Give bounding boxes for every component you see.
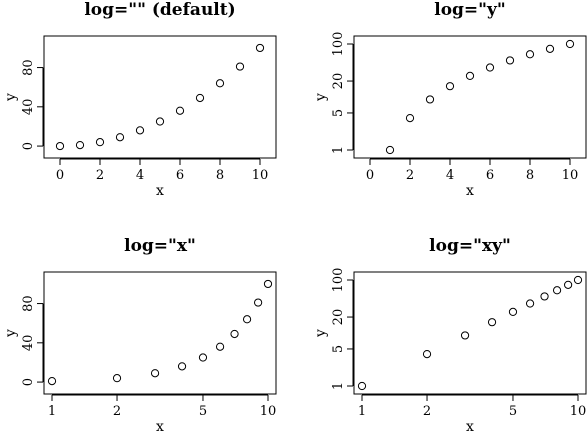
data-point <box>55 141 65 151</box>
data-point <box>405 113 415 123</box>
x-tick-label: 1 <box>48 404 56 419</box>
data-point <box>215 342 225 351</box>
y-tick-label: 0 <box>21 142 36 150</box>
x-tick-label: 6 <box>176 168 184 183</box>
y-tick-label: 20 <box>331 73 346 90</box>
x-tick-label: 2 <box>113 404 121 419</box>
data-point <box>460 331 470 340</box>
data-point <box>422 349 432 359</box>
data-point <box>385 145 395 155</box>
x-tick-label: 0 <box>56 168 64 183</box>
y-axis-label: y <box>3 93 19 102</box>
y-tick-label: 5 <box>331 345 346 353</box>
y-axis-label: y <box>313 329 329 338</box>
y-tick-label: 1 <box>331 382 346 390</box>
data-point <box>112 374 122 383</box>
plot-panel-log-xy: log="xy" 1 2 5 10 x 1 5 20 100 y <box>313 236 587 435</box>
data-point <box>357 381 367 391</box>
data-point <box>540 292 549 301</box>
data-point <box>254 298 263 307</box>
y-tick-label: 1 <box>331 146 346 154</box>
data-point <box>508 307 518 317</box>
plot-frame <box>43 35 277 159</box>
data-point <box>198 353 208 362</box>
data-point <box>215 79 225 88</box>
chart-title: log="" (default) <box>84 0 235 20</box>
y-tick-label: 20 <box>331 309 346 326</box>
data-point <box>75 140 85 150</box>
chart-title: log="x" <box>124 236 196 256</box>
data-point <box>573 275 583 285</box>
chart-title: log="xy" <box>429 236 511 256</box>
data-point <box>425 95 435 104</box>
data-point <box>564 280 573 289</box>
plot-panel-log-x: log="x" 1 2 5 10 x 0 40 80 y <box>3 236 277 435</box>
x-tick-label: 0 <box>366 168 374 183</box>
data-point <box>195 93 205 103</box>
data-point <box>525 50 535 59</box>
data-point <box>565 39 575 49</box>
data-point <box>525 299 535 308</box>
y-tick-label: 40 <box>21 99 36 116</box>
y-tick-label: 100 <box>331 32 346 57</box>
plot-frame <box>43 271 277 395</box>
data-point <box>235 62 245 71</box>
data-point <box>115 133 125 142</box>
data-point <box>465 71 475 81</box>
x-tick-label: 4 <box>136 168 144 183</box>
plot-panel-linear: log="" (default) 0 2 4 6 8 10 x 0 40 80 y <box>3 0 277 199</box>
x-tick-label: 10 <box>252 168 269 183</box>
x-tick-label: 1 <box>358 404 366 419</box>
data-point <box>545 44 555 53</box>
x-tick-label: 2 <box>96 168 104 183</box>
data-point <box>255 43 265 53</box>
y-axis-label: y <box>313 93 329 102</box>
x-tick-label: 2 <box>406 168 414 183</box>
data-point <box>177 362 187 371</box>
x-tick-label: 8 <box>526 168 534 183</box>
data-point <box>487 318 497 327</box>
data-point <box>445 82 455 91</box>
x-tick-label: 6 <box>486 168 494 183</box>
y-tick-label: 40 <box>21 335 36 352</box>
data-point <box>95 138 105 147</box>
x-tick-label: 5 <box>199 404 207 419</box>
x-axis-label: x <box>466 183 474 199</box>
data-point <box>485 63 495 72</box>
x-axis-label: x <box>156 183 164 199</box>
data-point <box>150 369 160 378</box>
data-point <box>135 126 145 135</box>
x-tick-label: 10 <box>260 404 277 419</box>
plot-frame <box>353 35 587 159</box>
data-point <box>552 286 562 295</box>
chart-title: log="y" <box>434 0 506 20</box>
data-point <box>47 376 57 386</box>
x-tick-label: 10 <box>570 404 587 419</box>
y-tick-label: 0 <box>21 378 36 386</box>
data-point <box>175 106 185 115</box>
data-point <box>505 56 515 65</box>
y-tick-label: 100 <box>331 268 346 293</box>
x-axis-label: x <box>156 419 164 435</box>
x-tick-label: 10 <box>562 168 579 183</box>
y-tick-label: 80 <box>21 295 36 312</box>
data-point <box>230 329 239 339</box>
plot-panel-log-y: log="y" 0 2 4 6 8 10 x 1 5 20 100 y <box>313 0 587 199</box>
plot-frame <box>353 271 587 395</box>
data-point <box>242 315 252 324</box>
data-point <box>263 279 273 289</box>
x-tick-label: 5 <box>509 404 517 419</box>
y-tick-label: 80 <box>21 59 36 76</box>
y-axis-label: y <box>3 329 19 338</box>
data-point <box>155 117 165 126</box>
x-tick-label: 8 <box>216 168 224 183</box>
x-tick-label: 4 <box>446 168 454 183</box>
x-tick-label: 2 <box>423 404 431 419</box>
y-tick-label: 5 <box>331 109 346 117</box>
x-axis-label: x <box>466 419 474 435</box>
